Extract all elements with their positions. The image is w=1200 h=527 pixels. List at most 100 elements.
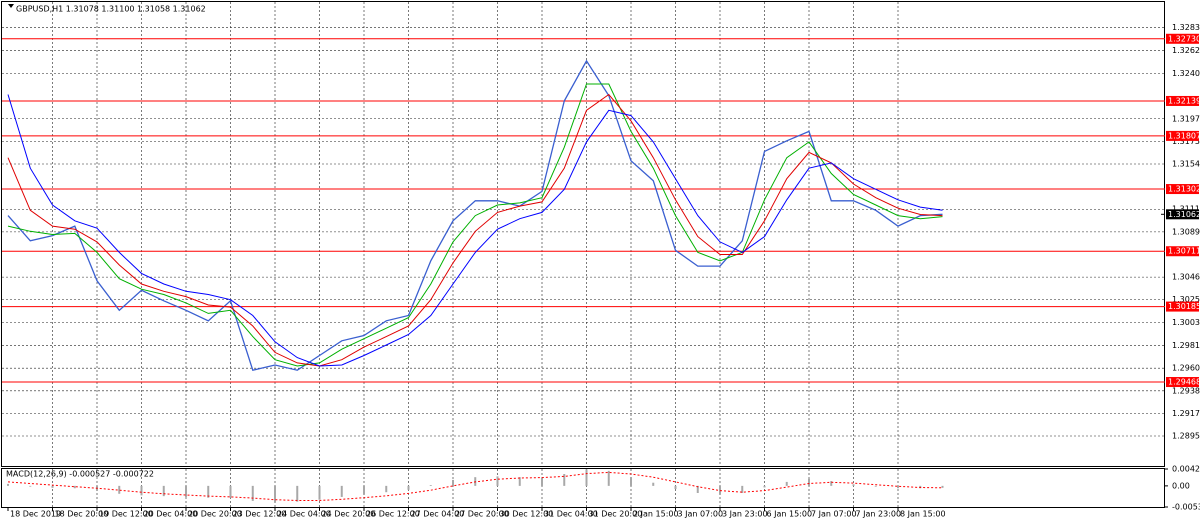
macd-bar — [719, 485, 721, 495]
level-label: 1.31302 — [1168, 185, 1200, 194]
y-tick-label: 0.00 — [1172, 481, 1190, 490]
macd-bar — [852, 484, 855, 486]
y-tick-label: 1.31540 — [1172, 159, 1200, 168]
x-tick-label: 27 Dec 04:00 — [411, 510, 465, 519]
level-label: 1.32139 — [1168, 96, 1200, 105]
macd-bar — [274, 485, 276, 503]
macd-bar — [318, 485, 321, 500]
x-tick-label: 27 Dec 20:00 — [455, 510, 509, 519]
x-tick-label: 24 Dec 20:00 — [322, 510, 376, 519]
macd-panel — [1, 468, 1165, 508]
x-tick-label: 7 Jan 07:00 — [811, 510, 857, 519]
x-tick-label: 18 Dec 20:00 — [55, 510, 109, 519]
macd-bar — [29, 485, 32, 487]
macd-bar — [897, 485, 899, 489]
macd-bar — [652, 482, 655, 486]
moving-average — [7, 94, 943, 367]
macd-bar — [429, 485, 432, 486]
x-tick-label: 23 Dec 12:00 — [233, 510, 287, 519]
macd-bar — [51, 485, 54, 488]
level-label-bg — [1166, 184, 1199, 195]
macd-bar — [518, 477, 521, 486]
level-label: 1.31807 — [1168, 131, 1200, 140]
y-tick-label: 1.31755 — [1172, 137, 1200, 146]
x-tick-label: 20 Dec 20:00 — [188, 510, 242, 519]
level-label: 1.30711 — [1168, 247, 1200, 256]
y-tick-label: 1.31970 — [1172, 114, 1200, 123]
macd-bar — [696, 485, 699, 493]
macd-bar — [340, 485, 343, 497]
level-label: 1.32730 — [1168, 34, 1200, 43]
macd-bar — [407, 485, 410, 490]
x-tick-label: 24 Dec 04:00 — [277, 510, 331, 519]
y-tick-label: 1.28955 — [1172, 432, 1200, 441]
macd-bar — [808, 478, 810, 486]
macd-bar — [541, 477, 543, 486]
y-tick-label: -0.005345 — [1172, 503, 1200, 512]
macd-bar — [452, 479, 454, 486]
y-tick-label: 1.32620 — [1172, 46, 1200, 55]
macd-bar — [229, 485, 232, 498]
macd-title: MACD(12,26,9) -0.000527 -0.000722 — [6, 470, 154, 479]
y-tick-label: 1.29170 — [1172, 409, 1200, 418]
level-label-bg — [1166, 377, 1199, 388]
moving-average — [7, 93, 943, 367]
chart-title: GBPUSD,H1 1.31078 1.31100 1.31058 1.3106… — [16, 5, 206, 14]
macd-bar — [763, 485, 766, 488]
last-price-bg — [1166, 209, 1199, 220]
macd-bar — [73, 485, 76, 489]
x-tick-label: 6 Jan 15:00 — [767, 510, 813, 519]
x-tick-label: 3 Jan 07:00 — [678, 510, 724, 519]
macd-bar — [941, 485, 944, 488]
y-tick-label: 0.004268 — [1172, 465, 1200, 474]
level-label-bg — [1166, 130, 1199, 141]
y-tick-label: 1.31110 — [1172, 205, 1200, 214]
macd-bar — [563, 474, 566, 486]
macd-bar — [630, 477, 632, 486]
y-tick-label: 1.30895 — [1172, 227, 1200, 236]
y-tick-label: 1.30465 — [1172, 273, 1200, 282]
x-tick-label: 18 Dec 2019 — [10, 510, 61, 519]
macd-bar — [385, 485, 388, 493]
macd-bar — [185, 485, 187, 497]
x-tick-label: 31 Dec 04:00 — [544, 510, 598, 519]
y-tick-label: 1.30035 — [1172, 318, 1200, 327]
x-tick-label: 7 Jan 23:00 — [856, 510, 902, 519]
macd-bar — [162, 485, 165, 497]
symbol-arrow — [8, 4, 14, 8]
macd-bar — [585, 469, 588, 486]
y-tick-label: 1.30250 — [1172, 295, 1200, 304]
main-panel — [1, 1, 1165, 467]
x-tick-label: 19 Dec 12:00 — [99, 510, 153, 519]
macd-bar — [296, 485, 299, 502]
macd-bar — [874, 485, 877, 487]
signal-line — [7, 471, 943, 501]
level-label: 1.29468 — [1168, 378, 1200, 387]
macd-bar — [363, 485, 365, 495]
macd-bar — [207, 485, 210, 498]
x-tick-label: 31 Dec 20:00 — [589, 510, 643, 519]
moving-average — [7, 83, 943, 367]
y-tick-label: 1.29600 — [1172, 364, 1200, 373]
level-label-bg — [1166, 33, 1199, 44]
level-label-bg — [1166, 246, 1199, 257]
y-tick-label: 1.29385 — [1172, 386, 1200, 395]
level-label-bg — [1166, 95, 1199, 106]
level-label-bg — [1166, 301, 1199, 312]
macd-bar — [118, 485, 121, 494]
y-tick-label: 1.32835 — [1172, 23, 1200, 32]
macd-bar — [674, 485, 677, 490]
y-tick-label: 1.29815 — [1172, 341, 1200, 350]
macd-bar — [785, 481, 788, 486]
last-price-label: 1.31062 — [1168, 210, 1200, 219]
x-tick-label: 8 Jan 15:00 — [900, 510, 946, 519]
macd-bar — [251, 485, 254, 501]
x-tick-label: 3 Jan 23:00 — [722, 510, 768, 519]
x-tick-label: 26 Dec 12:00 — [366, 510, 420, 519]
x-tick-label: 2 Jan 15:00 — [633, 510, 679, 519]
macd-bar — [496, 476, 499, 486]
x-tick-label: 30 Dec 12:00 — [500, 510, 554, 519]
macd-bar — [741, 485, 744, 493]
macd-bar — [607, 470, 610, 486]
